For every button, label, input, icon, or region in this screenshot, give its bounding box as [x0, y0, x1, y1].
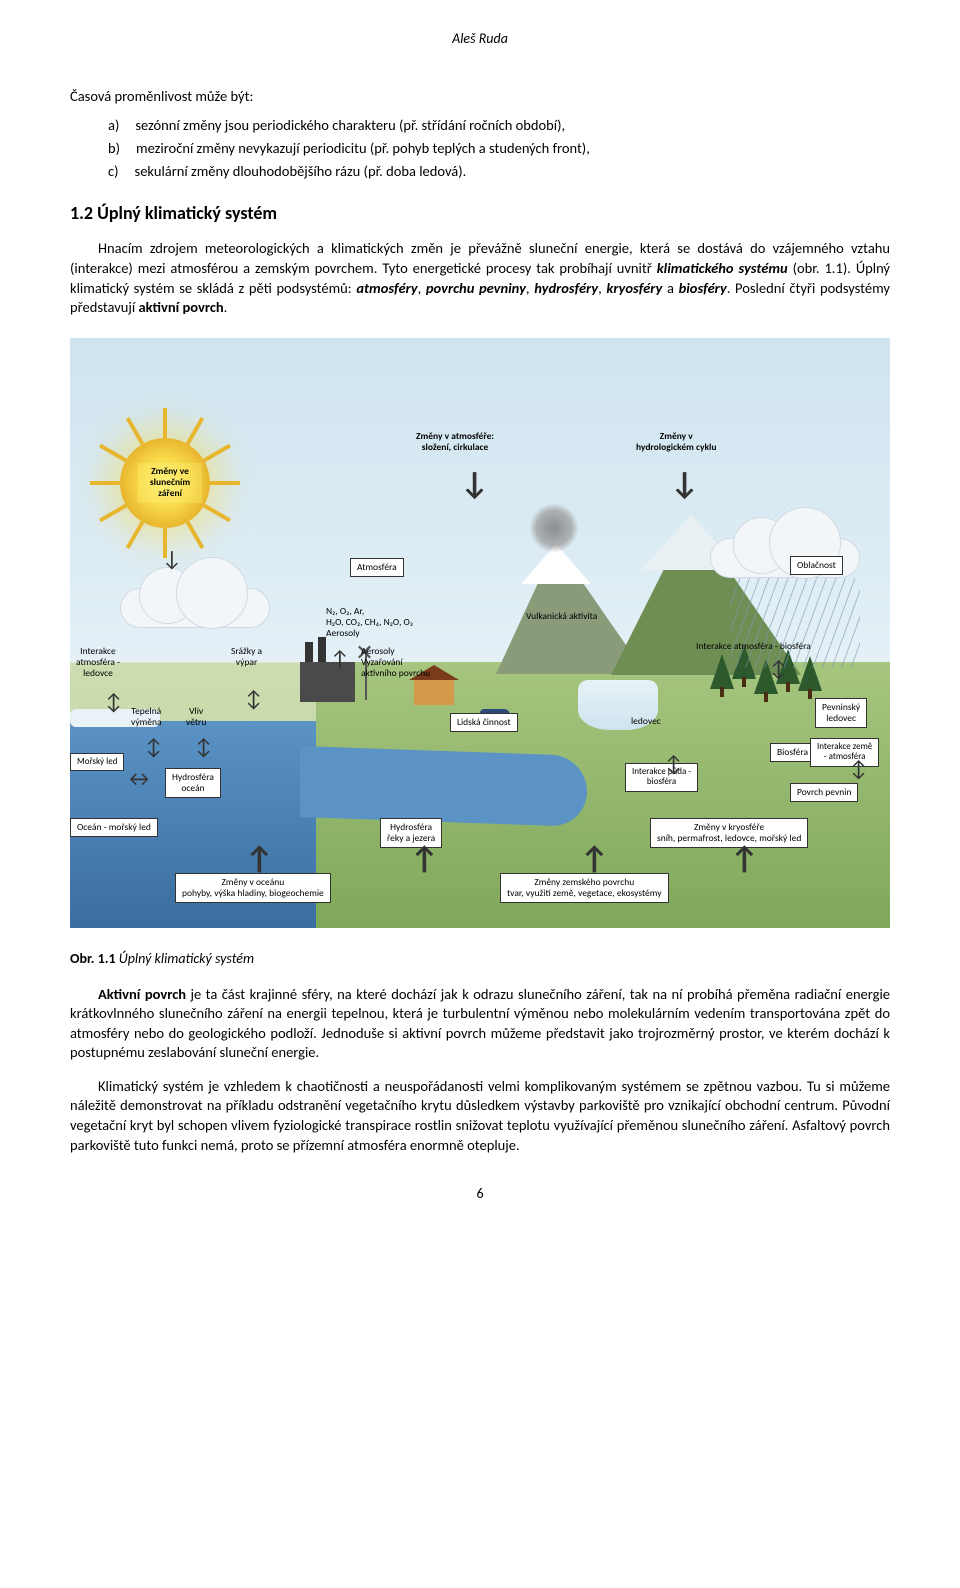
label-inter-bio: Interakce atmosféra - biosféra [690, 638, 817, 655]
label-inter-land: Interakce země- atmosféra [810, 738, 879, 768]
list-text: sekulární změny dlouhodobějšího rázu (př… [135, 162, 467, 182]
climate-system-diagram: Změny ve slunečním záření Změny v atmosf… [70, 338, 890, 928]
arrow-updown-icon: ↕ [665, 753, 682, 775]
caption-title: Úplný klimatický systém [116, 950, 254, 967]
label-ocean-ice: Oceán - mořský led [70, 818, 158, 837]
house-shape [414, 680, 454, 705]
text: , [526, 279, 534, 297]
page-number: 6 [70, 1185, 890, 1204]
bold-term: biosféry [679, 279, 727, 297]
arrow-updown-icon: ↕ [770, 658, 787, 680]
label-hydro-ocean: Hydrosféraoceán [165, 768, 221, 799]
label-cont-glacier: Pevninskýledovec [815, 698, 867, 729]
arrow-updown-icon: ↕ [195, 736, 212, 758]
list-text: meziroční změny nevykazují periodicitu (… [136, 139, 590, 159]
bold-term: Aktivní povrch [98, 985, 186, 1003]
label-sun-changes: Změny ve slunečním záření [138, 463, 202, 503]
section-heading: 1.2 Úplný klimatický systém [70, 201, 890, 225]
label-hydro-cycle: Změny vhydrologickém cyklu [630, 428, 722, 457]
arrow-up-icon: ↑ [580, 843, 609, 875]
smoke-shape [529, 503, 579, 553]
label-atmosfera: Atmosféra [350, 558, 404, 577]
label-wind: Vlivvětru [180, 703, 212, 732]
author-header: Aleš Ruda [70, 30, 890, 49]
river-shape [300, 746, 587, 827]
label-land-surface: Povrch pevnin [790, 783, 858, 802]
cloud-shape [120, 588, 270, 628]
arrow-leftright-icon: ↔ [125, 768, 153, 790]
bold-term: hydrosféry [534, 279, 598, 297]
bold-term: atmosféry [356, 279, 417, 297]
label-glacier: ledovec [625, 713, 667, 730]
list-item: c) sekulární změny dlouhodobějšího rázu … [108, 162, 890, 182]
arrow-up-icon: ↑ [730, 843, 759, 875]
label-inter-ice: Interakceatmosféra -ledovce [70, 643, 126, 683]
list-letter: b) [108, 139, 120, 159]
label-human: Lidská činnost [450, 713, 518, 732]
list-item: b) meziroční změny nevykazují periodicit… [108, 139, 890, 159]
paragraph-3: Klimatický systém je vzhledem k chaotičn… [70, 1077, 890, 1155]
label-precip: Srážky avýpar [225, 643, 268, 672]
bold-term: povrchu pevniny [426, 279, 526, 297]
label-inter-soil: Interakce půda -biosféra [625, 763, 698, 793]
label-aerosols: AerosolyVyzařováníaktivního povrchu [355, 643, 436, 683]
text: . [224, 298, 228, 316]
label-oblacnost: Oblačnost [790, 556, 843, 575]
bold-term: kryosféry [606, 279, 662, 297]
caption-number: Obr. 1.1 [70, 950, 116, 967]
arrow-down-icon: ↓ [670, 468, 699, 500]
arrow-updown-icon: ↕ [850, 758, 867, 780]
arrow-down-icon: ↓ [460, 468, 489, 500]
arrow-updown-icon: ↕ [145, 736, 162, 758]
bold-term: aktivní povrch [138, 298, 223, 316]
paragraph-1: Hnacím zdrojem meteorologických a klimat… [70, 239, 890, 317]
list-item: a) sezónní změny jsou periodického chara… [108, 116, 890, 136]
list-letter: c) [108, 162, 119, 182]
text: , [418, 279, 426, 297]
list-text: sezónní změny jsou periodického charakte… [135, 116, 565, 136]
label-volcanic: Vulkanická aktivita [520, 608, 603, 625]
variability-list: a) sezónní změny jsou periodického chara… [108, 116, 890, 181]
text: a [662, 279, 678, 297]
label-heat: Tepelnávýměna [125, 703, 168, 732]
label-sea-ice: Mořský led [70, 753, 124, 772]
arrow-updown-icon: ↕ [245, 688, 262, 710]
text: je ta část krajinné sféry, na které doch… [70, 985, 890, 1062]
bold-term: klimatického systému [657, 259, 788, 277]
arrow-up-icon: ↑ [245, 843, 274, 875]
arrow-updown-icon: ↕ [105, 691, 122, 713]
paragraph-2: Aktivní povrch je ta část krajinné sféry… [70, 985, 890, 1063]
label-gases: N₂, O₂, Ar,H₂O, CO₂, CH₄, N₂O, O₃Aerosol… [320, 603, 419, 643]
figure-caption: Obr. 1.1 Úplný klimatický systém [70, 950, 890, 969]
arrow-down-icon: ↓ [162, 548, 182, 570]
label-biosphere: Biosféra [770, 743, 815, 762]
intro-text: Časová proměnlivost může být: [70, 87, 890, 107]
arrow-up-icon: ↑ [410, 843, 439, 875]
label-atmos-changes: Změny v atmosféře:složení, cirkulace [410, 428, 500, 457]
arrow-up-icon: ↑ [330, 648, 350, 670]
list-letter: a) [108, 116, 119, 136]
